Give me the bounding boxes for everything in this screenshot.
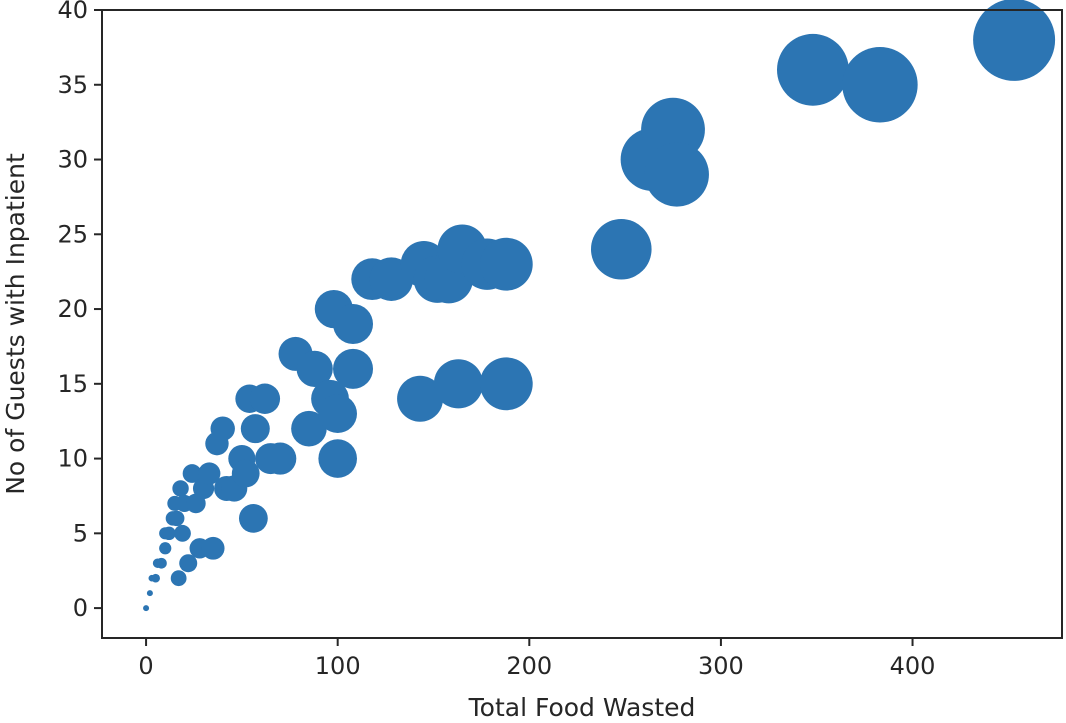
data-point bbox=[231, 459, 260, 488]
y-axis-label: No of Guests with Inpatient bbox=[1, 153, 30, 495]
plot-area-frame bbox=[101, 9, 1063, 639]
data-point bbox=[182, 464, 202, 483]
x-axis-label: Total Food Wasted bbox=[468, 693, 696, 722]
data-point bbox=[296, 350, 333, 387]
data-point bbox=[397, 375, 444, 422]
data-point bbox=[151, 573, 160, 583]
data-point bbox=[198, 462, 221, 485]
data-point bbox=[842, 47, 918, 123]
y-tick-label: 5 bbox=[73, 519, 88, 547]
data-point bbox=[172, 480, 189, 497]
data-point bbox=[776, 33, 849, 106]
data-point bbox=[318, 439, 357, 478]
x-tick-label: 0 bbox=[138, 652, 153, 680]
data-point bbox=[333, 304, 374, 344]
data-point bbox=[973, 0, 1056, 81]
data-point bbox=[159, 542, 172, 555]
data-point bbox=[479, 237, 533, 291]
x-axis-ticks: 0 100 200 300 400 bbox=[138, 638, 935, 680]
y-tick-label: 15 bbox=[57, 370, 88, 398]
x-tick-label: 300 bbox=[698, 652, 744, 680]
data-point bbox=[644, 142, 709, 207]
data-point bbox=[240, 414, 270, 444]
data-point bbox=[479, 357, 533, 411]
points-layer bbox=[143, 0, 1056, 612]
data-point bbox=[170, 570, 187, 587]
data-point bbox=[201, 536, 225, 560]
data-point bbox=[590, 218, 652, 280]
y-tick-label: 35 bbox=[57, 71, 88, 99]
y-tick-label: 0 bbox=[73, 594, 88, 622]
data-point bbox=[264, 442, 297, 475]
data-point bbox=[291, 410, 327, 447]
y-tick-label: 40 bbox=[57, 0, 88, 24]
data-point bbox=[156, 557, 167, 569]
y-tick-label: 30 bbox=[57, 146, 88, 174]
data-point bbox=[169, 510, 185, 527]
data-point bbox=[179, 554, 198, 573]
data-point bbox=[174, 524, 191, 542]
data-point bbox=[318, 394, 357, 434]
y-tick-label: 10 bbox=[57, 445, 88, 473]
y-tick-label: 20 bbox=[57, 295, 88, 323]
data-point bbox=[433, 359, 484, 409]
data-point bbox=[162, 526, 176, 541]
y-axis-ticks: 0 5 10 15 20 25 30 35 40 bbox=[57, 0, 102, 622]
data-point bbox=[249, 383, 281, 414]
data-point bbox=[238, 503, 268, 533]
data-point bbox=[146, 590, 153, 597]
x-tick-label: 400 bbox=[890, 652, 936, 680]
y-tick-label: 25 bbox=[57, 220, 88, 248]
data-point bbox=[333, 348, 374, 389]
data-point bbox=[210, 416, 235, 441]
data-point bbox=[143, 605, 150, 612]
x-tick-label: 100 bbox=[315, 652, 361, 680]
x-tick-label: 200 bbox=[506, 652, 552, 680]
